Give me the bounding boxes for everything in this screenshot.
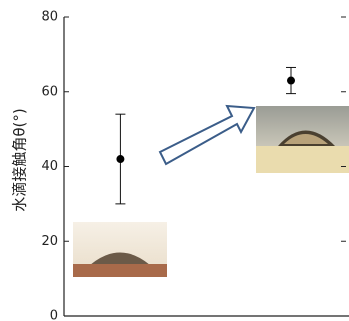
y-tick-label: 20 (41, 234, 58, 249)
arrow (160, 106, 254, 164)
chart: 水滴接触角θ(°) 0 20 40 60 80 (0, 0, 349, 321)
y-tick-label: 60 (41, 84, 58, 99)
y-tick-label: 80 (41, 10, 58, 25)
photo-droplet-2 (256, 106, 349, 173)
y-tick-label: 40 (41, 159, 58, 174)
y-tick-label: 0 (50, 309, 58, 321)
y-axis-label: 水滴接触角θ(°) (11, 108, 29, 211)
point (116, 155, 124, 163)
photo-droplet-1 (73, 222, 167, 277)
point (287, 77, 295, 85)
